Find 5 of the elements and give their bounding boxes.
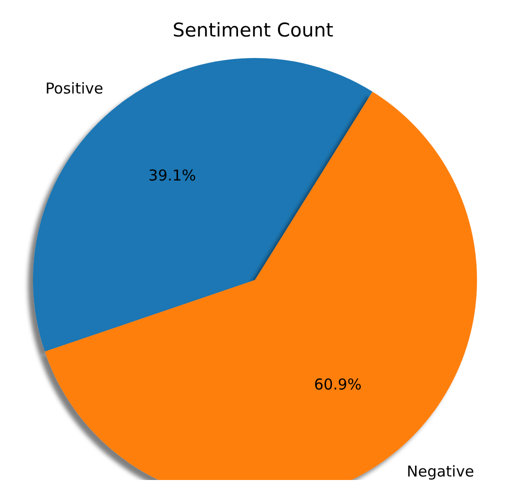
slice-label: Positive (45, 80, 104, 98)
data-label: 39.1% (148, 166, 196, 185)
slice-label: Negative (406, 462, 474, 480)
data-label: 60.9% (314, 375, 362, 394)
chart-title: Sentiment Count (172, 20, 334, 42)
